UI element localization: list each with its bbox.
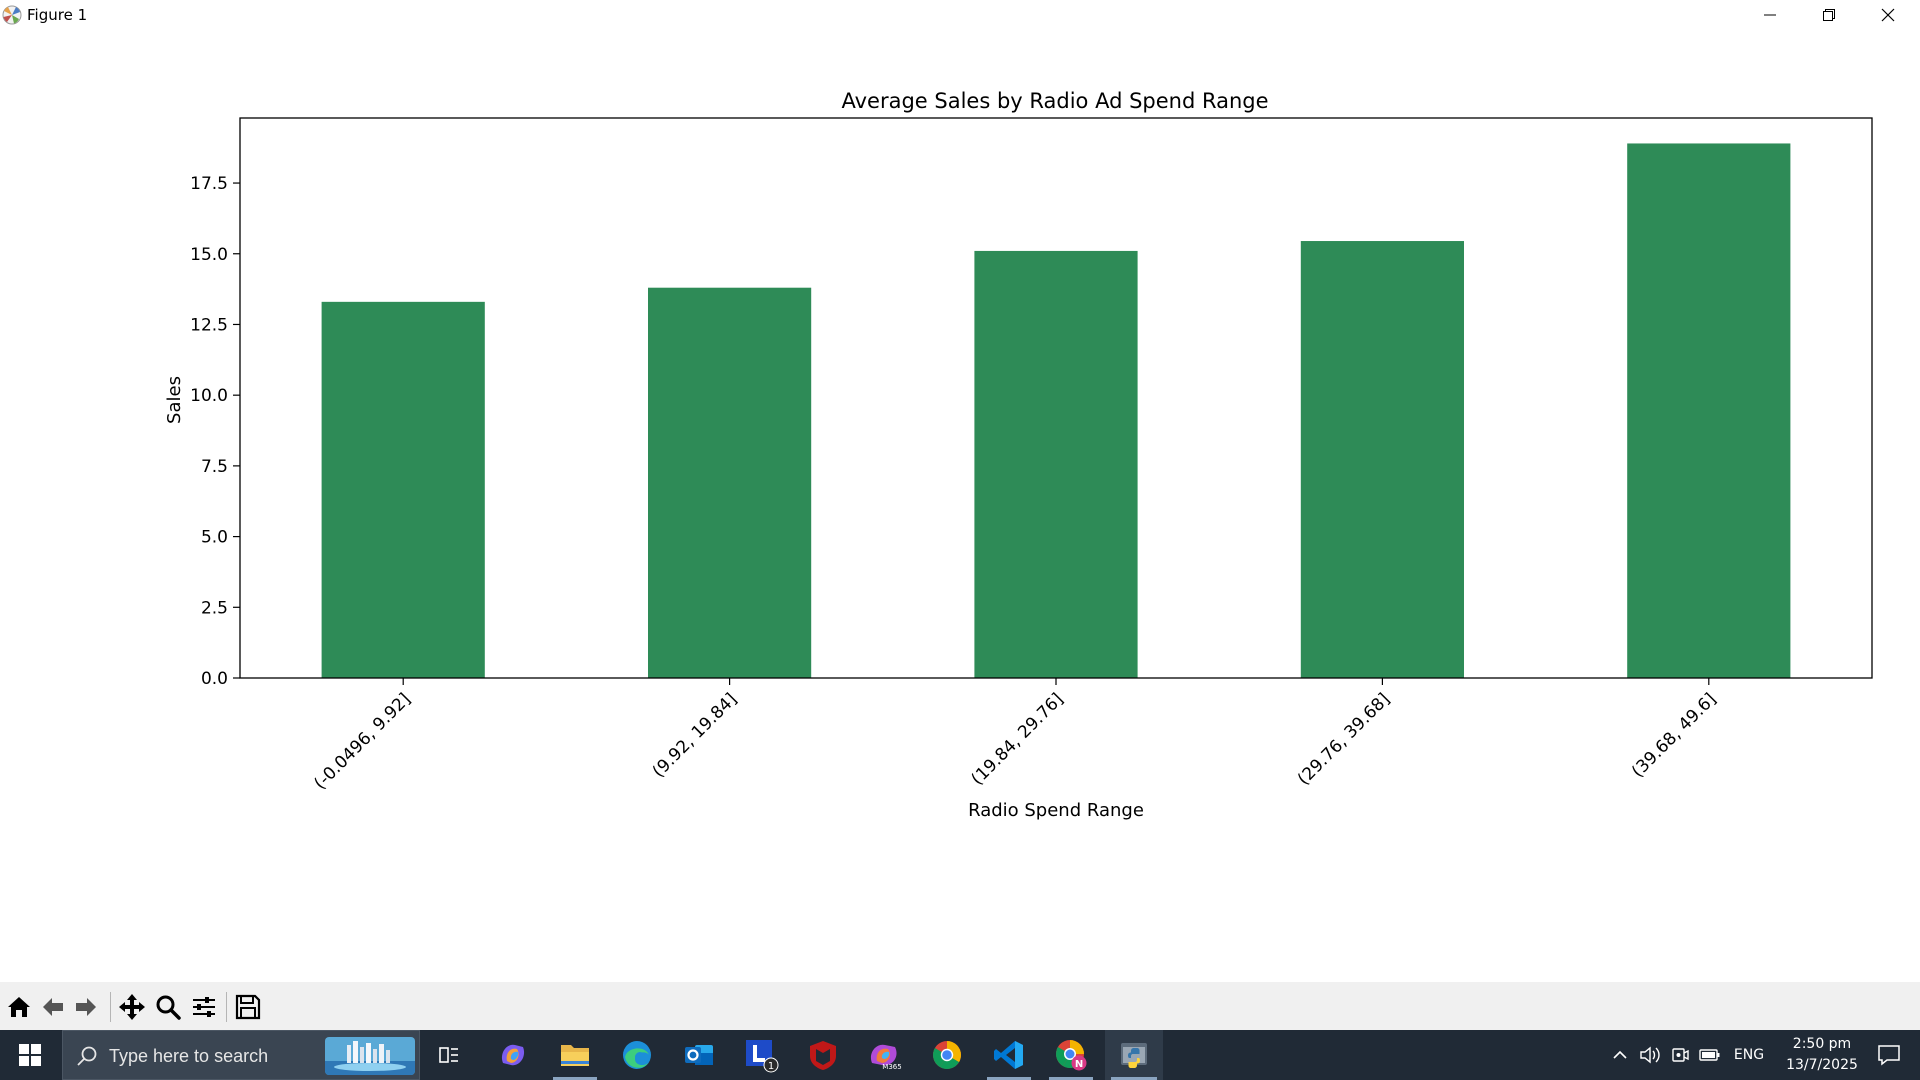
back-button[interactable] bbox=[38, 992, 68, 1022]
taskbar: Type here to search 1 M365 bbox=[0, 1030, 1920, 1080]
forward-icon bbox=[76, 998, 96, 1016]
save-button[interactable] bbox=[233, 992, 263, 1022]
x-tick-label: (-0.0496, 9.92] bbox=[310, 689, 414, 793]
folder-icon bbox=[561, 1045, 589, 1066]
close-button[interactable] bbox=[1860, 0, 1916, 30]
x-tick-label: (39.68, 49.6] bbox=[1628, 689, 1720, 781]
restore-icon bbox=[1823, 9, 1835, 21]
chrome-profile-icon: N bbox=[1056, 1040, 1087, 1071]
bar-2 bbox=[648, 287, 812, 678]
lync-badge: 1 bbox=[768, 1061, 774, 1072]
taskbar-app-edge[interactable] bbox=[609, 1030, 665, 1080]
m365-label: M365 bbox=[882, 1063, 901, 1071]
title-bar: Figure 1 bbox=[0, 0, 1920, 30]
bar-3 bbox=[974, 250, 1138, 678]
taskbar-app-chrome[interactable] bbox=[919, 1030, 975, 1080]
x-tick-label: (9.92, 19.84] bbox=[649, 689, 741, 781]
taskbar-app-copilot[interactable] bbox=[485, 1030, 541, 1080]
search-placeholder: Type here to search bbox=[109, 1046, 269, 1066]
bar-1 bbox=[321, 301, 485, 678]
notifications-button[interactable] bbox=[1864, 1030, 1914, 1080]
copilot-icon bbox=[501, 1044, 525, 1066]
minimize-icon bbox=[1764, 14, 1776, 16]
x-tick-label: (29.76, 39.68] bbox=[1294, 689, 1394, 789]
figure-canvas[interactable]: Average Sales by Radio Ad Spend Range 0.… bbox=[0, 30, 1920, 982]
y-tick-label: 12.5 bbox=[190, 315, 228, 335]
show-hidden-icons-button[interactable] bbox=[1606, 1030, 1634, 1080]
navigation-toolbar bbox=[0, 982, 1920, 1030]
close-icon bbox=[1881, 8, 1895, 22]
clock-date: 13/7/2025 bbox=[1786, 1057, 1858, 1073]
lync-icon: 1 bbox=[746, 1040, 779, 1073]
vscode-icon bbox=[994, 1041, 1023, 1069]
chrome-profile-badge: N bbox=[1075, 1059, 1083, 1070]
y-tick-label: 0.0 bbox=[201, 669, 228, 689]
y-tick-label: 5.0 bbox=[201, 528, 228, 548]
chevron-up-icon bbox=[1613, 1050, 1627, 1059]
windows-logo-icon bbox=[19, 1044, 41, 1066]
search-highlight-image bbox=[325, 1037, 415, 1075]
y-axis-label: Sales bbox=[164, 376, 185, 424]
language-indicator: ENG bbox=[1733, 1047, 1765, 1063]
forward-button[interactable] bbox=[71, 992, 101, 1022]
battery-button[interactable] bbox=[1696, 1030, 1724, 1080]
outlook-icon bbox=[685, 1045, 713, 1065]
home-icon bbox=[8, 997, 30, 1017]
task-view-icon bbox=[439, 1047, 458, 1063]
home-button[interactable] bbox=[4, 992, 34, 1022]
pan-icon bbox=[119, 994, 145, 1020]
configure-icon bbox=[193, 997, 215, 1017]
toolbar-separator bbox=[110, 992, 111, 1022]
bar-5 bbox=[1627, 143, 1791, 679]
clock-time: 2:50 pm bbox=[1792, 1036, 1852, 1052]
toolbar-separator bbox=[226, 992, 227, 1022]
taskbar-app-mcafee[interactable] bbox=[795, 1030, 851, 1080]
zoom-button[interactable] bbox=[153, 992, 183, 1022]
python-figure-icon bbox=[1121, 1043, 1147, 1068]
zoom-icon bbox=[156, 995, 181, 1020]
y-tick-label: 7.5 bbox=[201, 457, 228, 477]
save-icon bbox=[235, 994, 261, 1020]
window-title: Figure 1 bbox=[27, 6, 88, 24]
input-language-button[interactable]: ENG bbox=[1728, 1030, 1770, 1080]
meet-now-button[interactable] bbox=[1666, 1030, 1694, 1080]
pan-button[interactable] bbox=[117, 992, 147, 1022]
notification-icon bbox=[1878, 1045, 1900, 1066]
restore-button[interactable] bbox=[1801, 0, 1857, 30]
start-button[interactable] bbox=[0, 1030, 60, 1080]
taskbar-app-lync[interactable]: 1 bbox=[733, 1030, 789, 1080]
bar-4 bbox=[1300, 241, 1464, 678]
matplotlib-icon bbox=[2, 5, 22, 25]
volume-button[interactable] bbox=[1636, 1030, 1664, 1080]
search-icon bbox=[77, 1046, 97, 1066]
taskbar-app-vscode[interactable] bbox=[981, 1030, 1037, 1080]
taskbar-app-m365[interactable]: M365 bbox=[857, 1030, 913, 1080]
x-tick-label: (19.84, 29.76] bbox=[968, 689, 1068, 789]
configure-subplots-button[interactable] bbox=[189, 992, 219, 1022]
y-tick-label: 17.5 bbox=[190, 174, 228, 194]
y-tick-label: 10.0 bbox=[190, 386, 228, 406]
x-axis-label: Radio Spend Range bbox=[968, 800, 1144, 821]
y-tick-label: 2.5 bbox=[201, 598, 228, 618]
taskbar-app-chrome-profile[interactable]: N bbox=[1043, 1030, 1099, 1080]
taskbar-app-outlook[interactable] bbox=[671, 1030, 727, 1080]
camera-icon bbox=[1672, 1048, 1689, 1062]
chart-title: Average Sales by Radio Ad Spend Range bbox=[841, 89, 1268, 113]
battery-icon bbox=[1699, 1049, 1720, 1061]
chrome-icon bbox=[933, 1041, 961, 1069]
y-tick-label: 15.0 bbox=[190, 245, 228, 265]
taskbar-app-python[interactable] bbox=[1105, 1030, 1163, 1080]
volume-icon bbox=[1640, 1046, 1660, 1064]
mcafee-shield-icon bbox=[810, 1041, 836, 1070]
bar-chart: Average Sales by Radio Ad Spend Range 0.… bbox=[164, 89, 1873, 821]
back-icon bbox=[43, 998, 63, 1016]
task-view-button[interactable] bbox=[421, 1030, 477, 1080]
taskbar-search-box[interactable]: Type here to search bbox=[62, 1030, 420, 1080]
m365-icon: M365 bbox=[870, 1044, 902, 1071]
edge-icon bbox=[623, 1041, 651, 1069]
minimize-button[interactable] bbox=[1742, 0, 1798, 30]
clock-button[interactable]: 2:50 pm 13/7/2025 bbox=[1772, 1034, 1872, 1076]
taskbar-app-file-explorer[interactable] bbox=[547, 1030, 603, 1080]
